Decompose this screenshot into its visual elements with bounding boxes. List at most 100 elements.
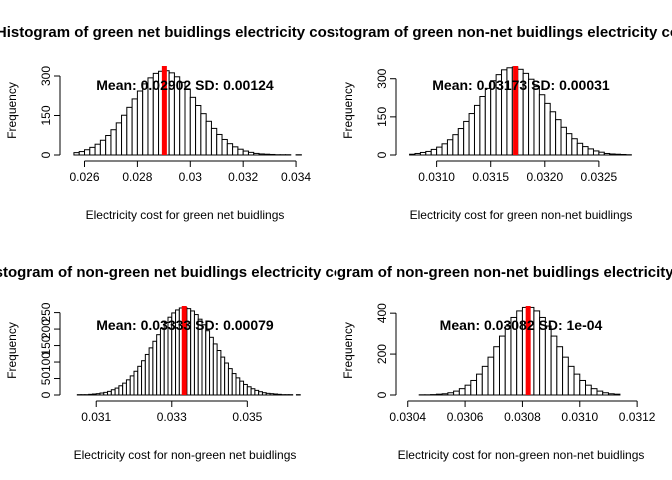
- bar: [118, 385, 124, 396]
- x-axis-label: Electricity cost for green non-net buidl…: [410, 208, 633, 222]
- bar: [602, 392, 609, 396]
- bar: [603, 152, 611, 156]
- x-tick-label: 0.035: [232, 410, 262, 424]
- bar: [425, 150, 432, 156]
- bar: [144, 353, 150, 396]
- y-tick-label: 200: [39, 319, 53, 339]
- y-axis-label: Frequency: [5, 82, 19, 139]
- x-axis-label: Electricity cost for green net buidlings: [86, 208, 285, 222]
- y-axis-label: Frequency: [341, 322, 355, 379]
- bar: [226, 143, 234, 156]
- bar: [504, 325, 512, 396]
- y-axis-label: Frequency: [341, 82, 355, 139]
- y-tick-label: 250: [39, 302, 53, 322]
- y-tick-label: 150: [39, 335, 53, 355]
- chart-title: Histogram of non-green net buidlings ele…: [0, 264, 356, 281]
- bar: [91, 393, 97, 396]
- bar: [533, 86, 540, 156]
- bar: [481, 365, 489, 396]
- bar: [137, 365, 143, 396]
- chart-title: Histogram of green non-net buidlings ele…: [316, 24, 672, 41]
- bar: [269, 153, 276, 156]
- bar: [212, 343, 218, 396]
- panel: Histogram of non-green net buidlings ele…: [0, 264, 356, 462]
- bar: [468, 113, 475, 156]
- bar: [152, 340, 158, 396]
- panel: Histogram of green non-net buidlings ele…: [316, 24, 672, 222]
- bar: [121, 114, 128, 156]
- panel: Histogram of green net buidlings electri…: [0, 24, 340, 222]
- y-tick-label: 150: [39, 105, 53, 125]
- bar: [258, 153, 265, 156]
- y-tick-label: 50: [39, 372, 53, 386]
- bar: [436, 146, 443, 156]
- bar: [95, 393, 101, 396]
- bar: [156, 334, 161, 396]
- bar: [476, 373, 483, 396]
- bar: [148, 347, 154, 396]
- bar: [110, 389, 116, 396]
- bar: [227, 368, 233, 396]
- bar: [620, 153, 627, 156]
- x-tick-label: 0.028: [122, 170, 152, 184]
- y-axis-label: Frequency: [5, 322, 19, 379]
- bar: [576, 142, 584, 156]
- bar: [587, 148, 594, 156]
- bar: [136, 90, 144, 156]
- x-tick-label: 0.0312: [619, 410, 656, 424]
- bar: [261, 392, 267, 396]
- bar: [430, 148, 438, 156]
- annotation: Mean: 0.03173 SD: 0.00031: [432, 77, 610, 93]
- bar: [273, 393, 279, 396]
- bar: [84, 149, 91, 156]
- x-tick-label: 0.0306: [447, 410, 484, 424]
- bar: [110, 129, 117, 156]
- bar: [470, 379, 478, 396]
- y-tick-label: 200: [375, 344, 389, 364]
- bar: [115, 122, 123, 156]
- bar: [464, 384, 472, 396]
- bar: [446, 139, 454, 156]
- bar: [484, 87, 492, 156]
- x-tick-label: 0.03: [179, 170, 203, 184]
- bar: [163, 321, 169, 396]
- bar: [550, 335, 558, 396]
- x-axis-label: Electricity cost for non-green net buidl…: [74, 448, 297, 462]
- bar: [493, 346, 500, 396]
- y-tick-label: 300: [39, 66, 53, 86]
- x-tick-label: 0.033: [157, 410, 187, 424]
- bar: [562, 356, 569, 396]
- annotation: Mean: 0.03082 SD: 1e-04: [440, 317, 603, 333]
- bar: [78, 151, 86, 156]
- bar: [479, 96, 486, 156]
- bar: [441, 393, 449, 396]
- bar: [544, 325, 552, 396]
- bar: [567, 365, 575, 396]
- bar: [549, 111, 557, 156]
- bar: [237, 148, 244, 156]
- bar: [195, 104, 202, 156]
- bar: [221, 138, 228, 156]
- bar: [200, 113, 207, 156]
- bar: [242, 150, 249, 156]
- x-axis-label: Electricity cost for non-green non-net b…: [398, 448, 645, 462]
- bar: [231, 373, 237, 396]
- x-tick-label: 0.0308: [504, 410, 541, 424]
- bar: [263, 153, 271, 156]
- bar: [452, 134, 459, 156]
- bar: [582, 146, 589, 156]
- bar: [609, 153, 616, 156]
- bar: [129, 375, 135, 396]
- bar: [243, 383, 248, 396]
- x-tick-label: 0.0310: [418, 170, 455, 184]
- y-tick-label: 0: [375, 391, 389, 398]
- bar: [458, 388, 466, 396]
- bar: [571, 138, 578, 156]
- bar: [447, 392, 455, 396]
- bar: [189, 96, 197, 156]
- bar: [419, 151, 427, 156]
- panel: Histogram of non-green non-net buidlings…: [336, 264, 672, 462]
- bar: [122, 382, 127, 396]
- chart-title: Histogram of green net buidlings electri…: [0, 24, 340, 41]
